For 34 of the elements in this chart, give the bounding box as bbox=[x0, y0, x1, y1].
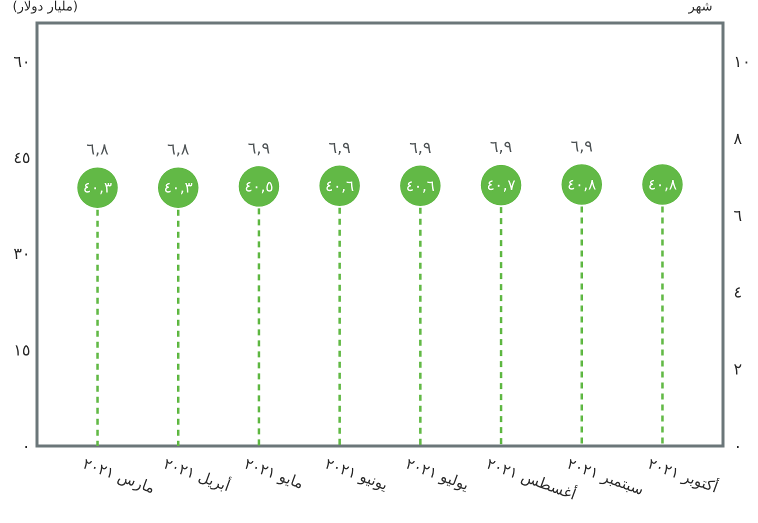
y-tick-label: ٠ bbox=[22, 436, 30, 456]
data-label: ٤٠,٨ bbox=[567, 176, 596, 194]
annotation: ٦,٩ bbox=[409, 138, 432, 157]
annotation: ٦,٩ bbox=[328, 138, 351, 157]
x-tick-label: أكتوبر ٢٠٢١ bbox=[646, 454, 721, 497]
y-tick-label: ٤٥ bbox=[13, 148, 30, 168]
annotation: ٦,٩ bbox=[248, 138, 270, 158]
x-tick-label: مايو ٢٠٢١ bbox=[242, 454, 306, 493]
x-tick-label: مارس ٢٠٢١ bbox=[80, 454, 158, 498]
y2-tick-label: ٨ bbox=[734, 128, 742, 148]
y2-tick-label: ١٠ bbox=[734, 52, 751, 71]
y-axis-title: (مليار دولار) bbox=[12, 0, 78, 14]
data-label: ٤٠,٧ bbox=[486, 176, 516, 194]
x-tick-label: يوليو ٢٠٢١ bbox=[403, 454, 472, 494]
y2-tick-label: ٠ bbox=[734, 436, 742, 456]
y-tick-label: ١٥ bbox=[13, 340, 30, 360]
y2-tick-label: ٢ bbox=[734, 360, 742, 379]
x-tick-label: يونيو ٢٠٢١ bbox=[322, 454, 390, 494]
annotation: ٦,٩ bbox=[570, 136, 593, 156]
y2-tick-label: ٦ bbox=[734, 206, 742, 225]
annotation: ٦,٨ bbox=[167, 140, 190, 159]
data-label: ٤٠,٣ bbox=[164, 178, 193, 197]
data-label: ٤٠,٥ bbox=[244, 177, 274, 196]
annotation: ٦,٩ bbox=[490, 137, 512, 156]
y-tick-label: ٦٠ bbox=[13, 52, 30, 71]
data-label: ٤٠,٣ bbox=[83, 178, 112, 197]
x-tick-label: أبريل ٢٠٢١ bbox=[161, 454, 233, 496]
data-label: ٤٠,٨ bbox=[648, 176, 677, 194]
y2-axis-title: شهر bbox=[687, 0, 712, 14]
y2-tick-label: ٤ bbox=[734, 282, 742, 302]
annotation: ٦,٨ bbox=[86, 140, 110, 159]
y-tick-label: ٣٠ bbox=[13, 244, 30, 264]
data-label: ٤٠,٦ bbox=[406, 176, 435, 195]
data-label: ٤٠,٦ bbox=[325, 176, 354, 195]
